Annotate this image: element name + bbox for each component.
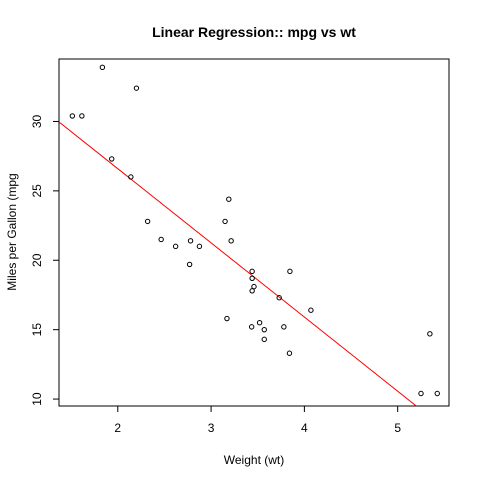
data-point — [229, 239, 233, 243]
data-point — [197, 244, 201, 248]
data-point — [100, 65, 104, 69]
data-point — [110, 157, 114, 161]
data-point — [262, 327, 266, 331]
x-axis-label: Weight (wt) — [224, 453, 284, 467]
y-tick-label: 10 — [30, 392, 44, 406]
data-point — [223, 219, 227, 223]
data-point — [159, 237, 163, 241]
data-point — [428, 332, 432, 336]
data-point — [282, 325, 286, 329]
points-layer — [70, 65, 439, 396]
data-point — [188, 239, 192, 243]
x-tick-label: 2 — [114, 421, 121, 435]
chart-title: Linear Regression:: mpg vs wt — [152, 24, 356, 40]
data-point — [70, 114, 74, 118]
y-axis: 10 15 20 25 30 — [30, 114, 59, 405]
data-point — [250, 276, 254, 280]
data-point — [419, 391, 423, 395]
y-tick-label: 25 — [30, 184, 44, 198]
y-tick-label: 20 — [30, 253, 44, 267]
y-tick-label: 30 — [30, 114, 44, 128]
data-point — [249, 325, 253, 329]
data-point — [187, 262, 191, 266]
data-point — [227, 197, 231, 201]
data-point — [250, 289, 254, 293]
y-axis-label: Miles per Gallon (mpg — [5, 173, 19, 290]
x-tick-label: 4 — [301, 421, 308, 435]
data-point — [435, 391, 439, 395]
data-point — [287, 351, 291, 355]
y-tick-label: 15 — [30, 323, 44, 337]
x-axis: 2 3 4 5 — [114, 406, 401, 435]
x-tick-label: 3 — [208, 421, 215, 435]
data-point — [173, 244, 177, 248]
data-point — [250, 269, 254, 273]
data-point — [262, 337, 266, 341]
data-point — [288, 269, 292, 273]
data-point — [134, 86, 138, 90]
data-point — [145, 219, 149, 223]
x-tick-label: 5 — [394, 421, 401, 435]
plot-frame — [59, 59, 449, 406]
data-point — [257, 321, 261, 325]
data-point — [225, 316, 229, 320]
data-point — [80, 114, 84, 118]
data-point — [309, 308, 313, 312]
